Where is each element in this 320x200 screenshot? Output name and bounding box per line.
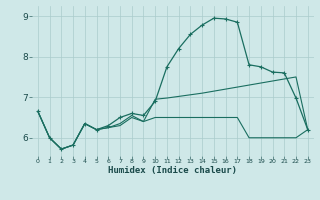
X-axis label: Humidex (Indice chaleur): Humidex (Indice chaleur) [108, 166, 237, 175]
